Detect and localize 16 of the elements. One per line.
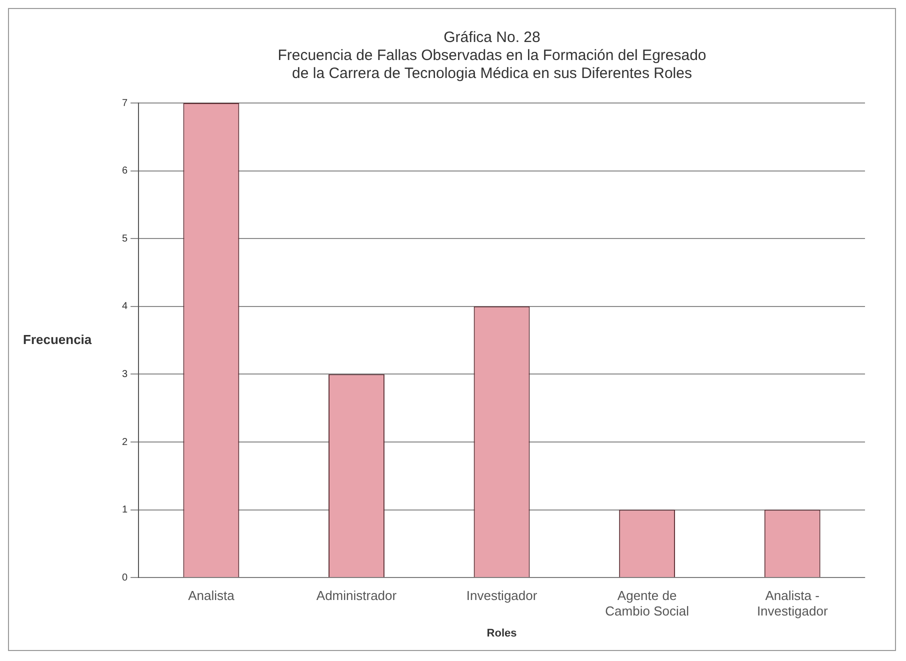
y-tick-label: 7 xyxy=(122,98,128,109)
chart-title: Gráfica No. 28 Frecuencia de Fallas Observadas en la Formación del Egresado de la Carrera de Tecnologia Médica en sus Diferentes Roles xyxy=(278,29,706,82)
y-tick-label: 0 xyxy=(122,572,128,584)
x-tick-label: Investigador xyxy=(466,588,538,603)
y-tick-label: 4 xyxy=(122,301,128,312)
y-tick-label: 6 xyxy=(122,166,128,177)
y-axis-title: Frecuencia xyxy=(23,332,92,347)
x-tick-label: Administrador xyxy=(316,588,398,603)
x-tick-label: Analista - Investigador xyxy=(756,588,828,619)
y-tick-label: 1 xyxy=(122,504,128,516)
y-tick-label: 5 xyxy=(122,233,128,244)
x-tick-label: Agente de Cambio Social xyxy=(605,588,690,619)
x-tick-label: Analista xyxy=(188,588,236,603)
y-tick-label: 2 xyxy=(122,436,128,448)
x-axis-title: Roles xyxy=(486,627,517,640)
y-tick-label: 3 xyxy=(122,368,128,380)
